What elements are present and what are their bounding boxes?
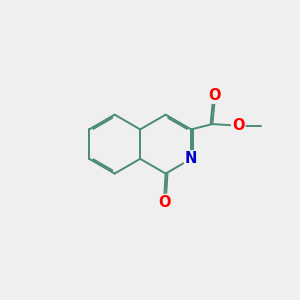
Text: N: N — [185, 151, 197, 166]
Text: O: O — [208, 88, 221, 103]
Text: O: O — [232, 118, 244, 133]
Text: O: O — [158, 195, 170, 210]
